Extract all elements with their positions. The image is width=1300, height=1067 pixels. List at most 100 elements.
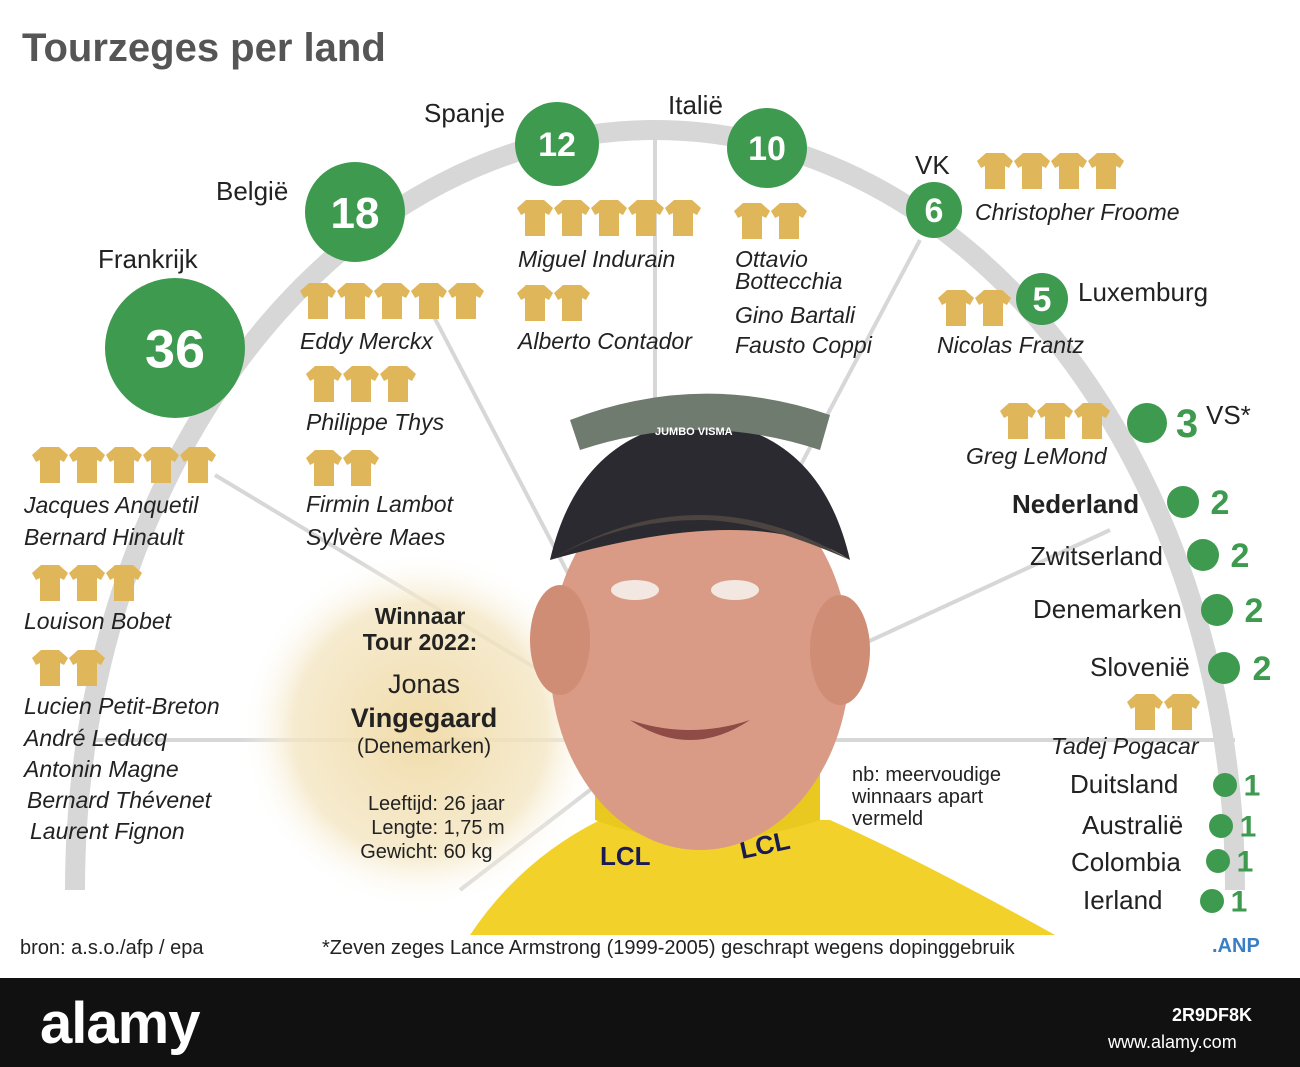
jersey-icon [300, 283, 336, 319]
bubble-value: 2 [1253, 650, 1272, 688]
jersey-icon [1164, 694, 1200, 730]
bubble-denemarken [1201, 594, 1233, 626]
bubble-value: 12 [538, 126, 576, 164]
winner-country: (Denemarken) [356, 735, 492, 758]
winner-first-name: Jonas [387, 669, 461, 699]
rider-name: Bernard Hinault [24, 524, 184, 550]
country-label-belgie: België [216, 176, 289, 206]
jersey-icon [771, 203, 807, 239]
winner-stats: Leeftijd: 26 jaar Lengte: 1,75 m Gewicht… [340, 792, 520, 864]
jersey-icon [975, 290, 1011, 326]
bubble-duitsland [1213, 773, 1237, 797]
bubble-frankrijk [105, 278, 245, 418]
rider-name: Greg LeMond [966, 443, 1107, 469]
yellow-jersey [470, 820, 1055, 935]
rider-name: Firmin Lambot [306, 491, 453, 517]
jersey-icon [1051, 153, 1087, 189]
rider-name: Philippe Thys [306, 409, 445, 435]
jersey-icon [69, 650, 105, 686]
stat-weight-label: Gewicht: [360, 841, 438, 863]
winner-glow [240, 550, 600, 910]
rider-eye-right [711, 580, 759, 600]
watermark-image-id: 2R9DF8K [1172, 1005, 1253, 1025]
arc-ring [65, 120, 1245, 891]
jersey-icon [343, 450, 379, 486]
jersey-icon [1037, 403, 1073, 439]
winner-heading-2: Tour 2022: [362, 629, 478, 655]
bubble-value: 1 [1240, 811, 1257, 844]
cap-sponsor: JUMBO VISMA [655, 426, 733, 438]
country-label-italie: Italië [668, 90, 723, 120]
jersey-icon [517, 285, 553, 321]
country-label-colombia: Colombia [1071, 847, 1181, 877]
jersey-icon [448, 283, 484, 319]
jersey-icon [1000, 403, 1036, 439]
rider-name: Alberto Contador [518, 328, 692, 354]
jersey-icon [69, 565, 105, 601]
jersey-icon [32, 565, 68, 601]
source-credit: bron: a.s.o./afp / epa [20, 937, 204, 959]
rider-mouth [630, 720, 750, 740]
jersey-icon [337, 283, 373, 319]
bubble-value: 18 [331, 189, 380, 238]
rider-face [550, 470, 850, 850]
bubble-australi [1209, 814, 1233, 838]
country-label-denemarken: Denemarken [1033, 594, 1182, 624]
jersey-icons [32, 153, 1200, 730]
bubble-ierland [1200, 889, 1224, 913]
stat-age: Leeftijd: 26 jaar [340, 792, 520, 816]
bubble-vs [1127, 403, 1167, 443]
rider-eye-left [611, 580, 659, 600]
jersey-icon [1074, 403, 1110, 439]
cap-brim [550, 515, 850, 560]
note-line-2: winnaars apart [852, 786, 984, 808]
jersey-logo-left: LCL [600, 841, 651, 871]
winner-last-name: Vingegaard [350, 703, 498, 733]
jersey-icon [343, 366, 379, 402]
country-label-luxemburg: Luxemburg [1078, 277, 1209, 307]
jersey-icon [69, 447, 105, 483]
agency-logo: .ANP [1212, 935, 1260, 957]
jersey-icon [106, 447, 142, 483]
winner-heading-1: Winnaar [374, 603, 466, 629]
rider-name: Gino Bartali [735, 302, 856, 328]
rider-name: Laurent Fignon [30, 818, 185, 844]
footnote: *Zeven zeges Lance Armstrong (1999-2005)… [322, 937, 1015, 959]
bubble-value: 1 [1244, 770, 1261, 803]
watermark-url: www.alamy.com [1108, 1032, 1237, 1052]
jersey-icon [180, 447, 216, 483]
rider-name: Antonin Magne [24, 756, 179, 782]
jersey-icon [554, 200, 590, 236]
bubble-value: 5 [1033, 281, 1052, 319]
jersey-icon [938, 290, 974, 326]
bubble-value: 2 [1245, 592, 1264, 630]
bubble-sloveni [1208, 652, 1240, 684]
jersey-icon [32, 650, 68, 686]
rider-name: André Leducq [24, 725, 168, 751]
rider-name: Fausto Coppi [735, 332, 872, 358]
jersey-icon [306, 450, 342, 486]
jersey-icon [628, 200, 664, 236]
jersey-icon [32, 447, 68, 483]
jersey-icon [143, 447, 179, 483]
bubble-colombia [1206, 849, 1230, 873]
rider-name: Miguel Indurain [518, 246, 676, 272]
bubble-value: 2 [1211, 484, 1230, 522]
stat-age-label: Leeftijd: [367, 793, 438, 815]
country-label-vs: VS* [1206, 400, 1251, 430]
country-label-australie: Australië [1082, 810, 1184, 840]
rider-name: Jacques Anquetil [24, 492, 199, 518]
rider-name: Sylvère Maes [306, 524, 446, 550]
bubble-vk [906, 182, 962, 238]
bubble-value: 3 [1176, 402, 1198, 446]
page-title: Tourzeges per land [22, 26, 386, 70]
stat-weight: Gewicht: 60 kg [340, 840, 520, 864]
jersey-icon [734, 203, 770, 239]
jersey-icon [977, 153, 1013, 189]
bubble-itali [727, 108, 807, 188]
watermark-bar [0, 978, 1300, 1067]
country-label-spanje: Spanje [424, 98, 505, 128]
rider-name: Nicolas Frantz [937, 332, 1084, 358]
